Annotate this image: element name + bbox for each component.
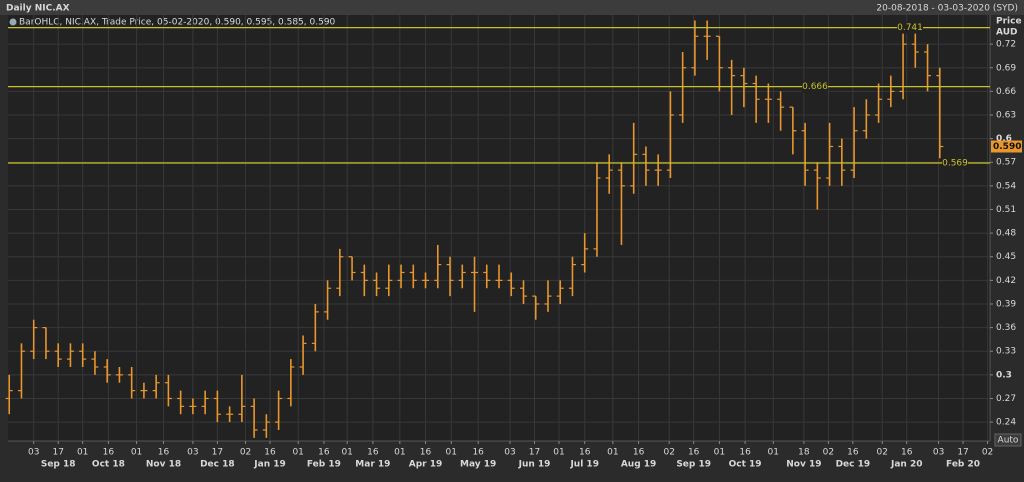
y-tick-label: 0.33 — [996, 347, 1016, 357]
month-label: Dec 19 — [836, 460, 871, 470]
plot-area — [8, 15, 990, 441]
y-tick-label: 0.42 — [996, 276, 1016, 286]
x-tick-label: 01 — [714, 448, 725, 458]
month-label: Jul 19 — [569, 460, 599, 470]
x-tick-label: 03 — [28, 448, 39, 458]
y-tick-label: 0.36 — [996, 323, 1016, 333]
x-tick-label: 16 — [472, 448, 484, 458]
x-tick-label: 01 — [394, 448, 405, 458]
x-tick-label: 17 — [212, 448, 223, 458]
x-tick-label: 01 — [553, 448, 564, 458]
y-tick-label: 0.57 — [996, 158, 1016, 168]
x-tick-label: 02 — [982, 448, 993, 458]
x-tick-label: 02 — [240, 448, 251, 458]
y-axis-unit: AUD — [996, 28, 1017, 38]
scale-mode[interactable]: Auto — [998, 436, 1019, 446]
month-label: Aug 19 — [621, 460, 656, 470]
y-tick-label: 0.63 — [996, 111, 1016, 121]
y-tick-label: 0.48 — [996, 229, 1016, 239]
x-tick-label: 02 — [877, 448, 888, 458]
x-tick-label: 01 — [131, 448, 142, 458]
month-label: Jan 20 — [890, 460, 923, 470]
month-label: May 19 — [460, 460, 496, 470]
chart-title: Daily NIC.AX — [6, 4, 70, 14]
month-label: Nov 18 — [146, 460, 181, 470]
x-tick-label: 16 — [633, 448, 645, 458]
y-tick-label: 0.72 — [996, 40, 1016, 50]
y-tick-label: 0.66 — [996, 87, 1016, 97]
month-label: Mar 19 — [355, 460, 390, 470]
x-tick-label: 03 — [933, 448, 944, 458]
x-tick-label: 17 — [52, 448, 63, 458]
x-tick-label: 01 — [446, 448, 457, 458]
x-tick-label: 01 — [77, 448, 88, 458]
legend-text: BarOHLC, NIC.AX, Trade Price, 05-02-2020… — [19, 18, 336, 28]
x-tick-label: 17 — [529, 448, 540, 458]
level-label: 0.569 — [942, 159, 968, 169]
level-label-bg — [897, 21, 923, 34]
y-tick-label: 0.69 — [996, 63, 1016, 73]
scale-button[interactable] — [994, 433, 1022, 447]
x-tick-label: 17 — [957, 448, 968, 458]
y-tick-label: 0.3 — [996, 370, 1012, 380]
y-axis-label: Price — [996, 17, 1022, 27]
level-label: 0.741 — [897, 23, 923, 33]
last-price-label: 0.590 — [993, 142, 1021, 152]
y-tick-label: 0.6 — [996, 134, 1012, 144]
x-tick-label: 16 — [158, 448, 170, 458]
x-tick-label: 16 — [901, 448, 913, 458]
level-label-bg — [942, 157, 968, 170]
x-tick-label: 16 — [579, 448, 591, 458]
month-label: Apr 19 — [409, 460, 443, 470]
y-tick-label: 0.51 — [996, 205, 1016, 215]
y-tick-label: 0.24 — [996, 418, 1016, 428]
x-tick-label: 16 — [264, 448, 276, 458]
month-label: Oct 18 — [92, 460, 125, 470]
y-tick-label: 0.54 — [996, 181, 1016, 191]
month-label: Sep 18 — [41, 460, 76, 470]
month-label: Feb 20 — [946, 460, 980, 470]
level-label-bg — [802, 80, 828, 93]
x-tick-label: 03 — [187, 448, 198, 458]
level-label: 0.666 — [802, 82, 828, 92]
x-tick-label: 01 — [768, 448, 779, 458]
month-label: Oct 19 — [729, 460, 762, 470]
legend-icon — [9, 18, 17, 26]
x-tick-label: 01 — [292, 448, 303, 458]
last-price-box — [991, 140, 1022, 153]
x-tick-label: 16 — [367, 448, 379, 458]
y-tick-label: 0.45 — [996, 252, 1016, 262]
x-tick-label: 01 — [607, 448, 618, 458]
x-tick-label: 01 — [341, 448, 352, 458]
x-tick-label: 18 — [798, 448, 810, 458]
month-label: Jun 19 — [518, 460, 551, 470]
month-label: Dec 18 — [200, 460, 235, 470]
x-tick-label: 16 — [847, 448, 859, 458]
x-tick-label: 02 — [663, 448, 674, 458]
x-tick-label: 03 — [504, 448, 515, 458]
month-label: Feb 19 — [307, 460, 341, 470]
y-tick-label: 0.39 — [996, 299, 1016, 309]
x-tick-label: 02 — [823, 448, 834, 458]
x-tick-label: 16 — [739, 448, 751, 458]
month-label: Jan 19 — [253, 460, 286, 470]
date-range: 20-08-2018 - 03-03-2020 (SYD) — [876, 4, 1018, 14]
x-tick-label: 16 — [318, 448, 330, 458]
month-label: Sep 19 — [676, 460, 711, 470]
x-tick-label: 16 — [420, 448, 432, 458]
x-tick-label: 16 — [688, 448, 700, 458]
month-label: Nov 19 — [786, 460, 821, 470]
header-bar — [0, 0, 1024, 15]
x-tick-label: 16 — [103, 448, 115, 458]
y-tick-label: 0.27 — [996, 394, 1016, 404]
